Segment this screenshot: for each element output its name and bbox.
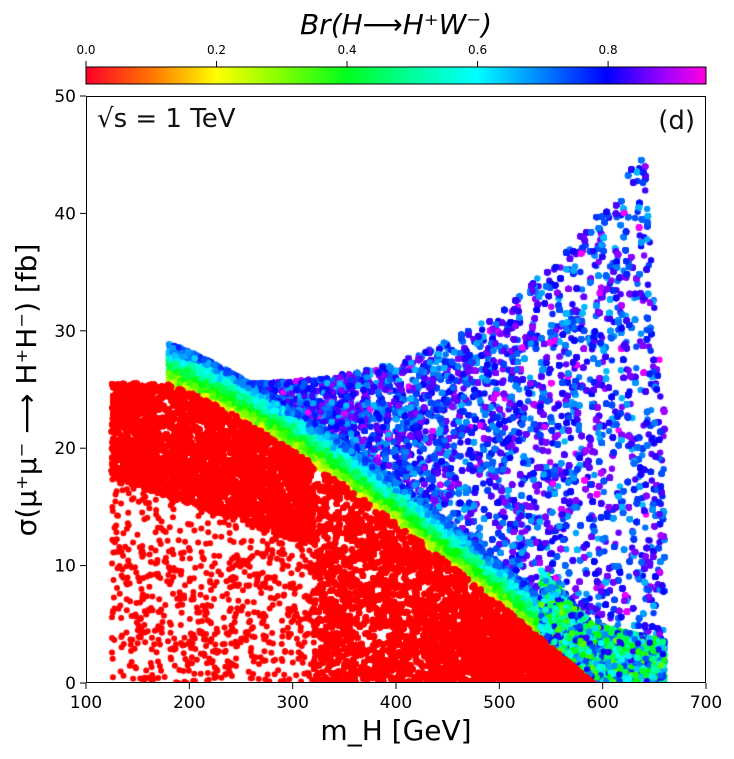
x-tick-label: 500 [483, 693, 515, 713]
energy-annotation: √s = 1 TeV [97, 104, 236, 134]
x-tick-label: 300 [276, 693, 308, 713]
colorbar-tick-label: 0.2 [207, 43, 226, 57]
colorbar-ticks: 0.0 0.2 0.4 0.6 0.8 [76, 43, 618, 67]
x-tick-label: 100 [70, 693, 102, 713]
y-tick-label: 20 [54, 439, 76, 459]
scatter-points [86, 96, 706, 683]
y-tick-label: 40 [54, 204, 76, 224]
panel-label: (d) [658, 106, 695, 136]
y-tick-label: 50 [54, 87, 76, 107]
colorbar-tick-label: 0.6 [468, 43, 487, 57]
colorbar-tick-label: 0.0 [76, 43, 95, 57]
y-axis-ticks: 0 10 20 30 40 50 [54, 87, 86, 694]
plot-frame [86, 96, 706, 683]
y-tick-label: 10 [54, 557, 76, 577]
x-axis-ticks: 100 200 300 400 500 600 700 [70, 683, 722, 713]
y-tick-label: 0 [65, 674, 76, 694]
x-tick-label: 700 [690, 693, 722, 713]
x-tick-label: 400 [380, 693, 412, 713]
x-tick-label: 200 [173, 693, 205, 713]
y-axis-title: σ(μ⁺μ⁻ ⟶ H⁺H⁻) [fb] [10, 244, 43, 537]
y-tick-label: 30 [54, 322, 76, 342]
x-axis-title: m_H [GeV] [320, 714, 471, 747]
colorbar-tick-label: 0.4 [338, 43, 357, 57]
colorbar [85, 66, 707, 85]
colorbar-tick-label: 0.8 [599, 43, 618, 57]
x-tick-label: 600 [586, 693, 618, 713]
colorbar-title: Br(H⟶H⁺W⁻) [300, 8, 492, 41]
